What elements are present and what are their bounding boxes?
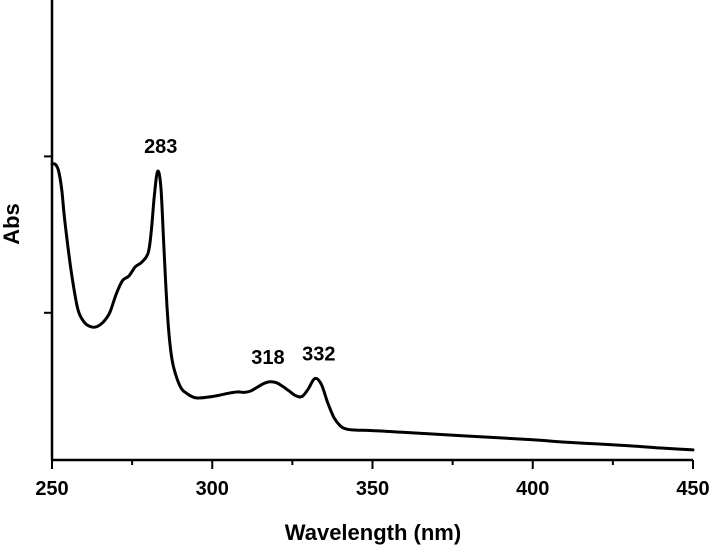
- x-tick-label: 250: [35, 478, 68, 500]
- peak-annotations: 283 318 332: [144, 136, 335, 369]
- tick-marks: [44, 155, 694, 469]
- peak-label-318: 318: [251, 347, 284, 369]
- x-tick-label: 350: [356, 478, 389, 500]
- x-tick-label: 400: [516, 478, 549, 500]
- tick-labels: 250 300 350 400 450: [35, 478, 709, 500]
- x-axis-title: Wavelength (nm): [285, 520, 461, 545]
- y-axis-title: Abs: [0, 203, 24, 245]
- x-tick-label: 450: [676, 478, 709, 500]
- peak-label-283: 283: [144, 136, 177, 158]
- x-tick-label: 300: [196, 478, 229, 500]
- peak-label-332: 332: [302, 344, 335, 366]
- absorbance-series-line: [50, 162, 695, 452]
- axes: [50, 0, 693, 462]
